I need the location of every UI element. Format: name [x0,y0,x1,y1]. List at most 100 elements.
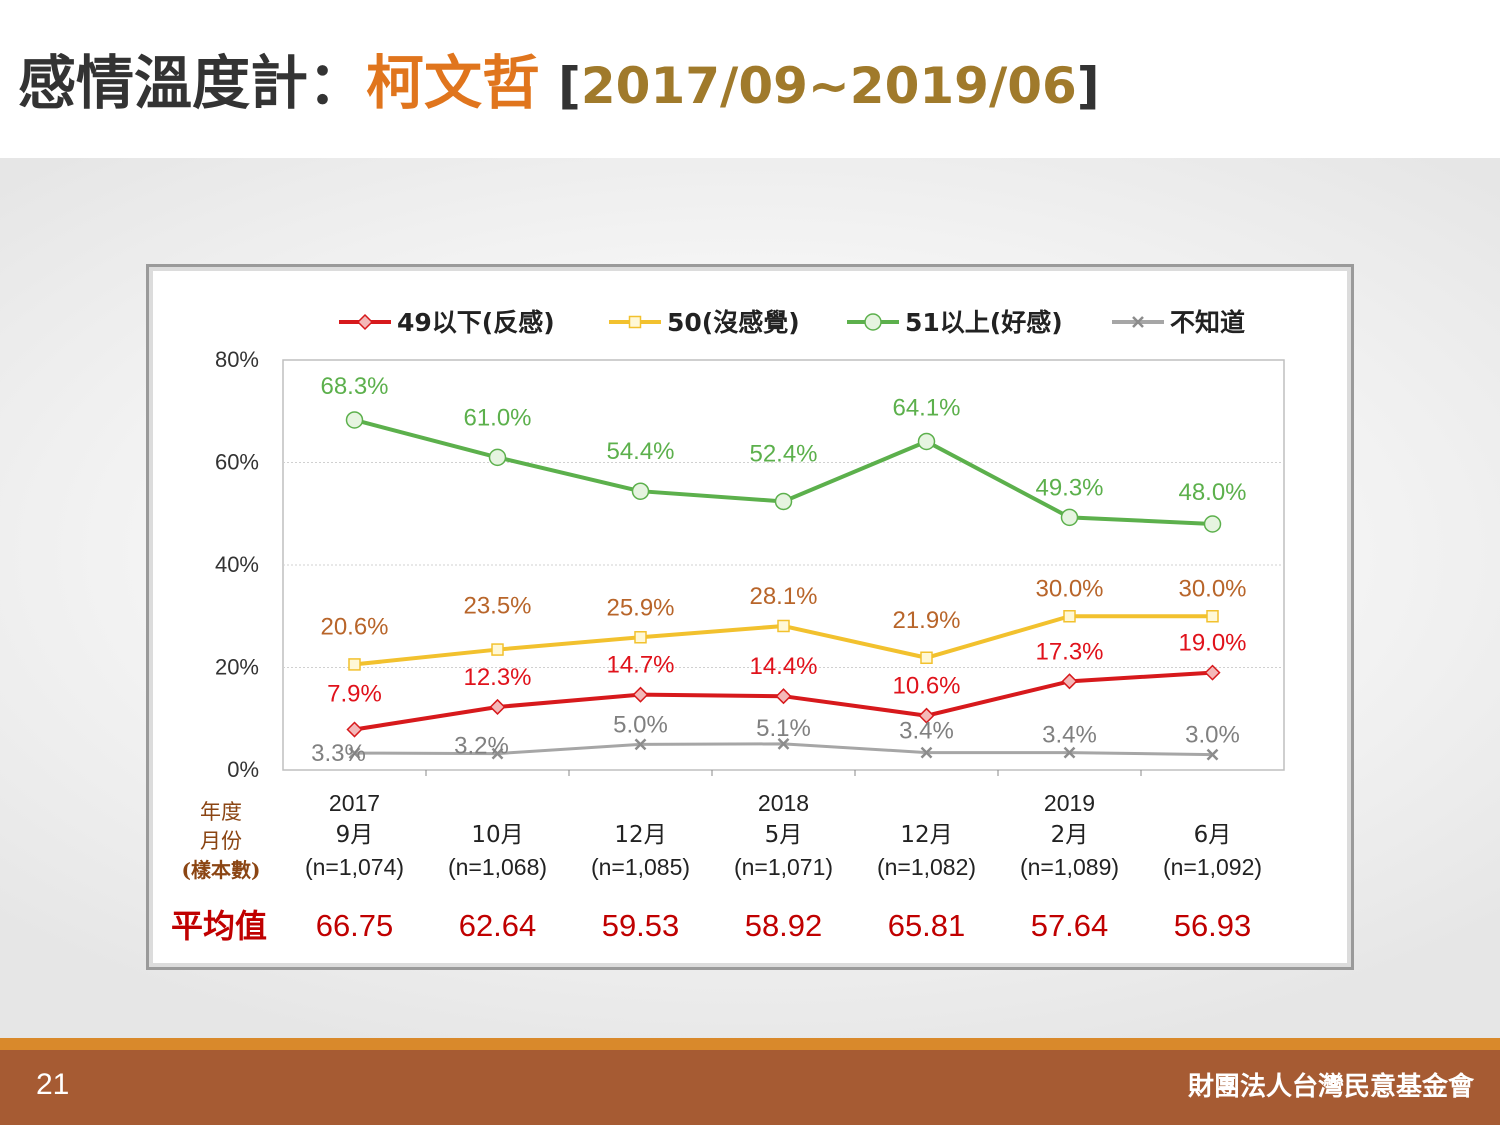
data-label: 14.4% [749,653,817,680]
x-month-label: 2月 [1051,822,1089,848]
legend-label: 49以下(反感) [397,308,555,337]
y-tick-label: 0% [227,757,259,782]
row-label-sample: (樣本數) [182,858,261,882]
data-label: 3.0% [1185,722,1240,749]
y-tick-label: 20% [215,655,259,680]
data-point [348,658,361,671]
data-label: 17.3% [1035,638,1103,665]
data-label: 3.4% [1042,722,1097,749]
average-value: 66.75 [316,908,394,943]
legend-marker [356,313,374,331]
slide-header: 感情溫度計：柯文哲 [2017/09~2019/06] [0,0,1500,158]
x-year-label: 2019 [1044,790,1095,816]
data-label: 5.1% [756,715,811,742]
row-label-year: 年度 [200,800,242,824]
chart-frame: 0% 20% 40% 60% 80% 49以下(反感) 50(沒感覺) 51以上(好感) 不知道… [146,264,1354,970]
legend-label: 50(沒感覺) [667,308,800,337]
data-point [491,747,504,760]
x-sample-label: (n=1,085) [591,854,690,880]
data-label: 25.9% [606,594,674,621]
data-point [491,643,504,656]
data-label: 48.0% [1178,479,1246,506]
data-point [920,651,933,665]
average-value: 65.81 [888,908,966,943]
x-month-label: 10月 [471,822,523,848]
legend-marker [1132,316,1144,328]
title-date-range: [2017/09~2019/06] [558,57,1100,115]
data-label: 7.9% [327,681,382,708]
average-value: 57.64 [1031,908,1109,943]
data-label: 21.9% [892,607,960,634]
data-label: 20.6% [320,613,388,640]
data-label: 68.3% [320,373,388,400]
data-point [348,747,361,759]
data-label: 19.0% [1178,630,1246,657]
legend-marker [628,315,642,329]
data-point [489,698,506,716]
x-year-label: 2018 [758,790,809,816]
footer-accent-line [0,1038,1500,1050]
x-month-label: 6月 [1194,822,1232,848]
data-label: 3.3% [311,740,366,767]
x-month-label: 12月 [900,822,952,848]
data-point [1206,610,1219,623]
data-label: 5.0% [613,711,668,738]
slide-footer [0,1050,1500,1125]
organization-name: 財團法人台灣民意基金會 [1187,1072,1474,1102]
data-label: 12.3% [463,664,531,691]
data-point [918,707,935,724]
title-main: 感情溫度計： [18,49,367,117]
title-bracket-close: ] [1076,57,1100,115]
data-label: 3.4% [899,718,954,745]
data-point [1204,664,1221,681]
legend-label: 51以上(好感) [905,308,1063,337]
average-value: 62.64 [459,908,537,943]
title-range-text: 2017/09~2019/06 [580,57,1077,115]
data-label: 3.2% [454,733,509,760]
legend-marker [864,313,882,331]
x-month-label: 5月 [765,822,803,848]
data-label: 52.4% [749,440,817,467]
data-point [488,448,507,467]
data-point [634,738,647,751]
data-label: 23.5% [463,593,531,620]
data-label: 64.1% [892,394,960,421]
data-point [1061,673,1078,690]
data-point [920,746,933,759]
x-sample-label: (n=1,068) [448,854,547,880]
x-month-label: 12月 [614,822,666,848]
data-point [775,688,792,705]
y-tick-label: 60% [215,450,259,475]
x-sample-label: (n=1,092) [1163,854,1262,880]
data-point [917,432,936,451]
y-tick-label: 40% [215,552,259,577]
x-year-label: 2017 [329,790,380,816]
data-point [777,619,790,633]
data-label: 54.4% [606,438,674,465]
data-point [631,482,650,500]
x-sample-label: (n=1,082) [877,854,976,880]
data-point [346,721,363,738]
data-label: 14.7% [606,652,674,679]
data-label: 61.0% [463,404,531,431]
x-sample-label: (n=1,074) [305,854,404,880]
data-label: 10.6% [892,673,960,700]
data-label: 30.0% [1035,575,1103,602]
data-point [1203,515,1222,533]
data-point [1063,746,1076,759]
data-point [1060,508,1079,527]
legend-label: 不知道 [1170,308,1245,337]
title-bracket-open: [ [558,57,581,115]
slide-title: 感情溫度計：柯文哲 [2017/09~2019/06] [18,38,1100,128]
data-point [774,492,793,511]
x-sample-label: (n=1,071) [734,854,833,880]
data-point [777,737,790,750]
x-month-label: 9月 [336,822,374,848]
average-value: 58.92 [745,908,823,943]
data-point [632,686,649,703]
row-label-month: 月份 [200,829,242,853]
data-label: 28.1% [749,583,817,610]
y-tick-label: 80% [215,347,259,372]
page-number: 21 [36,1068,70,1101]
line-chart: 0% 20% 40% 60% 80% 49以下(反感) 50(沒感覺) 51以上(好感) 不知道… [171,308,1285,945]
